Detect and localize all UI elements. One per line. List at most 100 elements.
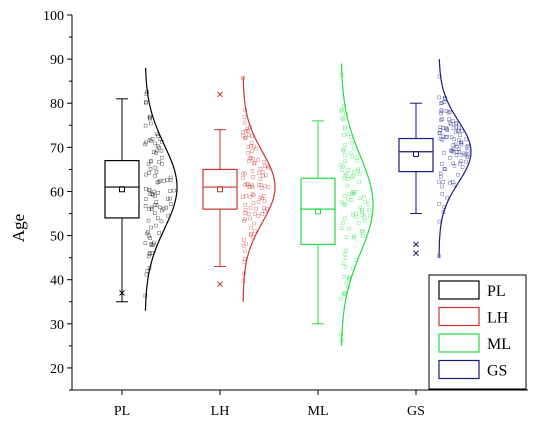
data-point [452, 182, 457, 187]
data-point [252, 221, 256, 226]
data-point [362, 218, 367, 223]
data-point [459, 159, 463, 163]
data-point [246, 182, 250, 187]
distribution-curve [340, 63, 374, 346]
box [104, 159, 140, 219]
outlier-marker [413, 250, 419, 257]
data-point [343, 173, 348, 178]
data-point [149, 242, 153, 246]
data-point [340, 108, 344, 112]
data-point [249, 232, 253, 237]
series-pl [104, 67, 178, 311]
data-point [249, 232, 253, 236]
data-point [341, 147, 346, 152]
data-point [343, 216, 347, 221]
y-tick-label: 60 [50, 185, 64, 200]
data-point [252, 161, 257, 165]
data-point [343, 292, 347, 296]
data-point [155, 148, 159, 153]
data-point [351, 235, 356, 240]
data-point [437, 131, 442, 136]
data-point [251, 235, 255, 240]
data-point [360, 229, 364, 234]
data-point [146, 218, 151, 223]
data-point [249, 141, 254, 145]
legend-swatch [438, 359, 480, 380]
data-point [452, 163, 457, 168]
data-point [341, 261, 346, 265]
data-point [150, 137, 155, 141]
data-point [149, 159, 153, 163]
x-tick-label: GS [407, 404, 425, 419]
data-point [147, 252, 152, 256]
data-point [342, 252, 347, 256]
data-point [241, 279, 246, 283]
data-point [168, 178, 173, 182]
series-gs [398, 59, 472, 258]
data-point [451, 143, 456, 147]
data-point [438, 137, 443, 141]
data-point [441, 180, 445, 184]
data-point [346, 168, 351, 172]
data-point [155, 180, 160, 185]
box [300, 177, 336, 246]
data-point [241, 134, 245, 138]
data-point [439, 111, 443, 116]
data-point [339, 73, 344, 77]
data-point [458, 140, 463, 145]
data-point [352, 234, 356, 239]
data-point [154, 223, 158, 228]
data-point [156, 191, 160, 195]
data-point [246, 212, 251, 216]
data-point [360, 207, 364, 212]
data-point [351, 146, 356, 151]
data-point [341, 164, 345, 169]
data-point [340, 221, 345, 225]
data-point [339, 332, 343, 337]
data-point [144, 140, 148, 145]
y-tick-label: 40 [50, 274, 64, 289]
data-point [438, 171, 443, 176]
data-point [143, 142, 147, 147]
y-tick-label: 30 [50, 318, 64, 333]
data-point [449, 148, 454, 153]
data-point [451, 149, 455, 154]
data-point [438, 128, 443, 132]
data-point [442, 166, 447, 171]
data-point [251, 193, 256, 197]
legend-label: LH [487, 310, 509, 327]
data-point [242, 271, 246, 276]
data-point [251, 175, 256, 179]
data-point [143, 204, 148, 208]
data-point [144, 92, 149, 96]
data-point [168, 196, 172, 201]
data-point [346, 197, 351, 202]
outlier-marker [413, 241, 419, 248]
data-point [157, 231, 161, 235]
data-point [347, 226, 351, 231]
legend-label: ML [487, 336, 511, 353]
data-point [247, 133, 251, 137]
data-point [172, 188, 176, 193]
data-point [447, 117, 451, 121]
data-point [143, 293, 148, 298]
data-point [439, 118, 443, 122]
data-point [458, 133, 462, 138]
data-point [153, 165, 158, 170]
data-point [144, 197, 148, 201]
data-point [440, 192, 445, 196]
data-point [341, 117, 346, 122]
data-point [440, 162, 444, 166]
data-point [244, 241, 248, 246]
data-point [144, 172, 148, 177]
data-point [262, 199, 267, 203]
data-point [345, 132, 350, 136]
data-point [159, 148, 164, 153]
data-point [354, 158, 359, 163]
data-point [455, 144, 459, 149]
data-point [261, 173, 265, 178]
data-point [353, 211, 358, 216]
data-point [439, 101, 443, 106]
data-point [340, 168, 344, 172]
data-point [258, 183, 263, 187]
